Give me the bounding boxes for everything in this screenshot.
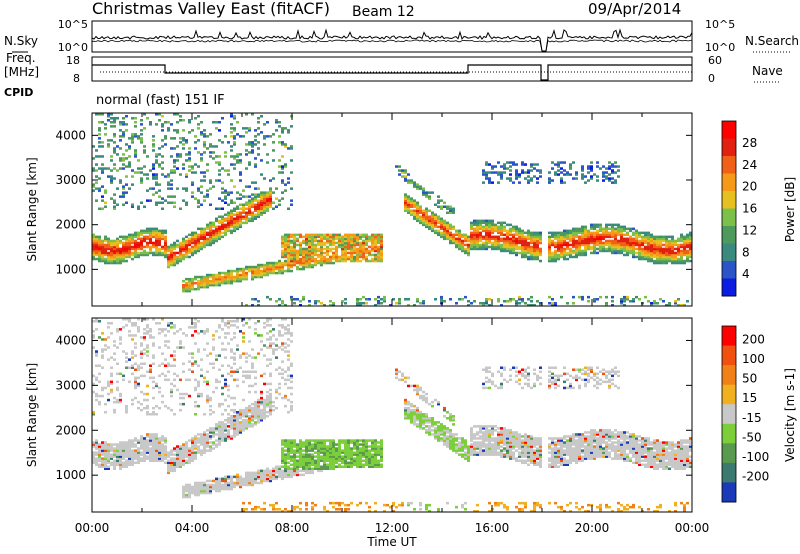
xtick-4: 16:00 <box>475 521 510 535</box>
xtick-6: 00:00 <box>675 521 710 535</box>
x-axis-label: Time UT <box>366 535 417 549</box>
velocity-colorbar-tick: -50 <box>742 430 762 444</box>
nave-tick-bottom: 0 <box>708 72 715 85</box>
noise-tick-left-top: 10^5 <box>58 18 88 31</box>
power-colorbar-tick: 24 <box>742 158 757 172</box>
power-heatmap <box>92 113 692 306</box>
power-colorbar-swatch <box>722 191 736 209</box>
velocity-colorbar-swatch <box>722 482 736 503</box>
freq-label: Freq. <box>6 51 36 65</box>
velocity-colorbar-swatch <box>722 384 736 405</box>
power-colorbar-swatch <box>722 208 736 227</box>
freq-unit: [MHz] <box>4 65 39 79</box>
power-colorbar-swatch <box>722 138 736 157</box>
power-colorbar-tick: 28 <box>742 136 757 150</box>
velocity-colorbar-swatch <box>722 462 736 483</box>
power-colorbar-tick: 20 <box>742 180 757 194</box>
velocity-ylabel: Slant Range [km] <box>25 363 39 467</box>
velocity-colorbar-swatch <box>722 345 736 366</box>
nave-label: Nave <box>752 64 783 78</box>
velocity-colorbar-swatch <box>722 365 736 386</box>
power-colorbar-swatch <box>722 226 736 244</box>
power-ytick-3000: 3000 <box>55 173 86 187</box>
freq-tick-bottom: 8 <box>73 72 80 85</box>
velocity-colorbar-tick: 50 <box>742 372 757 386</box>
power-colorbar-label: Power [dB] <box>783 177 797 242</box>
velocity-colorbar-swatch <box>722 443 736 464</box>
velocity-colorbar-tick: -200 <box>742 469 769 483</box>
noise-tick-right-bottom: 10^0 <box>705 41 735 54</box>
xtick-3: 12:00 <box>375 521 410 535</box>
power-ylabel: Slant Range [km] <box>25 157 39 261</box>
xtick-2: 08:00 <box>275 521 310 535</box>
noise-tick-left-bottom: 10^0 <box>58 41 88 54</box>
velocity-colorbar-tick: -100 <box>742 450 769 464</box>
power-ytick-1000: 1000 <box>55 262 86 276</box>
nsky-trace <box>91 28 693 52</box>
power-colorbar-tick: 4 <box>742 267 750 281</box>
cpid-value: normal (fast) 151 IF <box>96 93 225 108</box>
xtick-5: 20:00 <box>575 521 610 535</box>
power-ytick-2000: 2000 <box>55 218 86 232</box>
power-colorbar-swatch <box>722 261 736 279</box>
nsearch-label: N.Search <box>745 34 799 48</box>
power-ytick-4000: 4000 <box>55 128 86 142</box>
power-colorbar-swatch <box>722 243 736 262</box>
velocity-heatmap <box>92 318 692 512</box>
plot-title: Christmas Valley East (fitACF) <box>92 0 330 18</box>
xtick-0: 00:00 <box>75 521 110 535</box>
velocity-colorbar-swatch <box>722 326 736 347</box>
noise-panel <box>91 20 693 53</box>
power-colorbar-tick: 8 <box>742 245 750 259</box>
freq-panel <box>91 56 693 82</box>
beam-label: Beam 12 <box>352 4 415 20</box>
velocity-colorbar-tick: 100 <box>742 352 765 366</box>
nave-tick-top: 60 <box>708 54 722 67</box>
power-colorbar-tick: 12 <box>742 223 757 237</box>
velocity-ytick-2000: 2000 <box>55 423 86 437</box>
nsearch-trace <box>91 39 693 52</box>
velocity-colorbar-tick: 200 <box>742 333 765 347</box>
power-colorbar-swatch <box>722 278 736 297</box>
velocity-colorbar-swatch <box>722 423 736 444</box>
freq-tick-top: 18 <box>66 54 80 67</box>
velocity-colorbar-label: Velocity [m s-1] <box>783 368 797 462</box>
velocity-colorbar-tick: -15 <box>742 411 762 425</box>
nsky-label: N.Sky <box>4 34 38 48</box>
power-colorbar-swatch <box>722 121 736 139</box>
velocity-colorbar-swatch <box>722 404 736 425</box>
velocity-ytick-1000: 1000 <box>55 468 86 482</box>
power-colorbar-swatch <box>722 156 736 174</box>
power-colorbar-swatch <box>722 173 736 192</box>
velocity-ytick-4000: 4000 <box>55 333 86 347</box>
cpid-label: CPID <box>4 86 33 99</box>
xtick-1: 04:00 <box>175 521 210 535</box>
power-colorbar-tick: 16 <box>742 202 757 216</box>
date-label: 09/Apr/2014 <box>588 0 681 18</box>
noise-tick-right-top: 10^5 <box>705 18 735 31</box>
velocity-ytick-3000: 3000 <box>55 378 86 392</box>
velocity-colorbar-tick: 15 <box>742 391 757 405</box>
